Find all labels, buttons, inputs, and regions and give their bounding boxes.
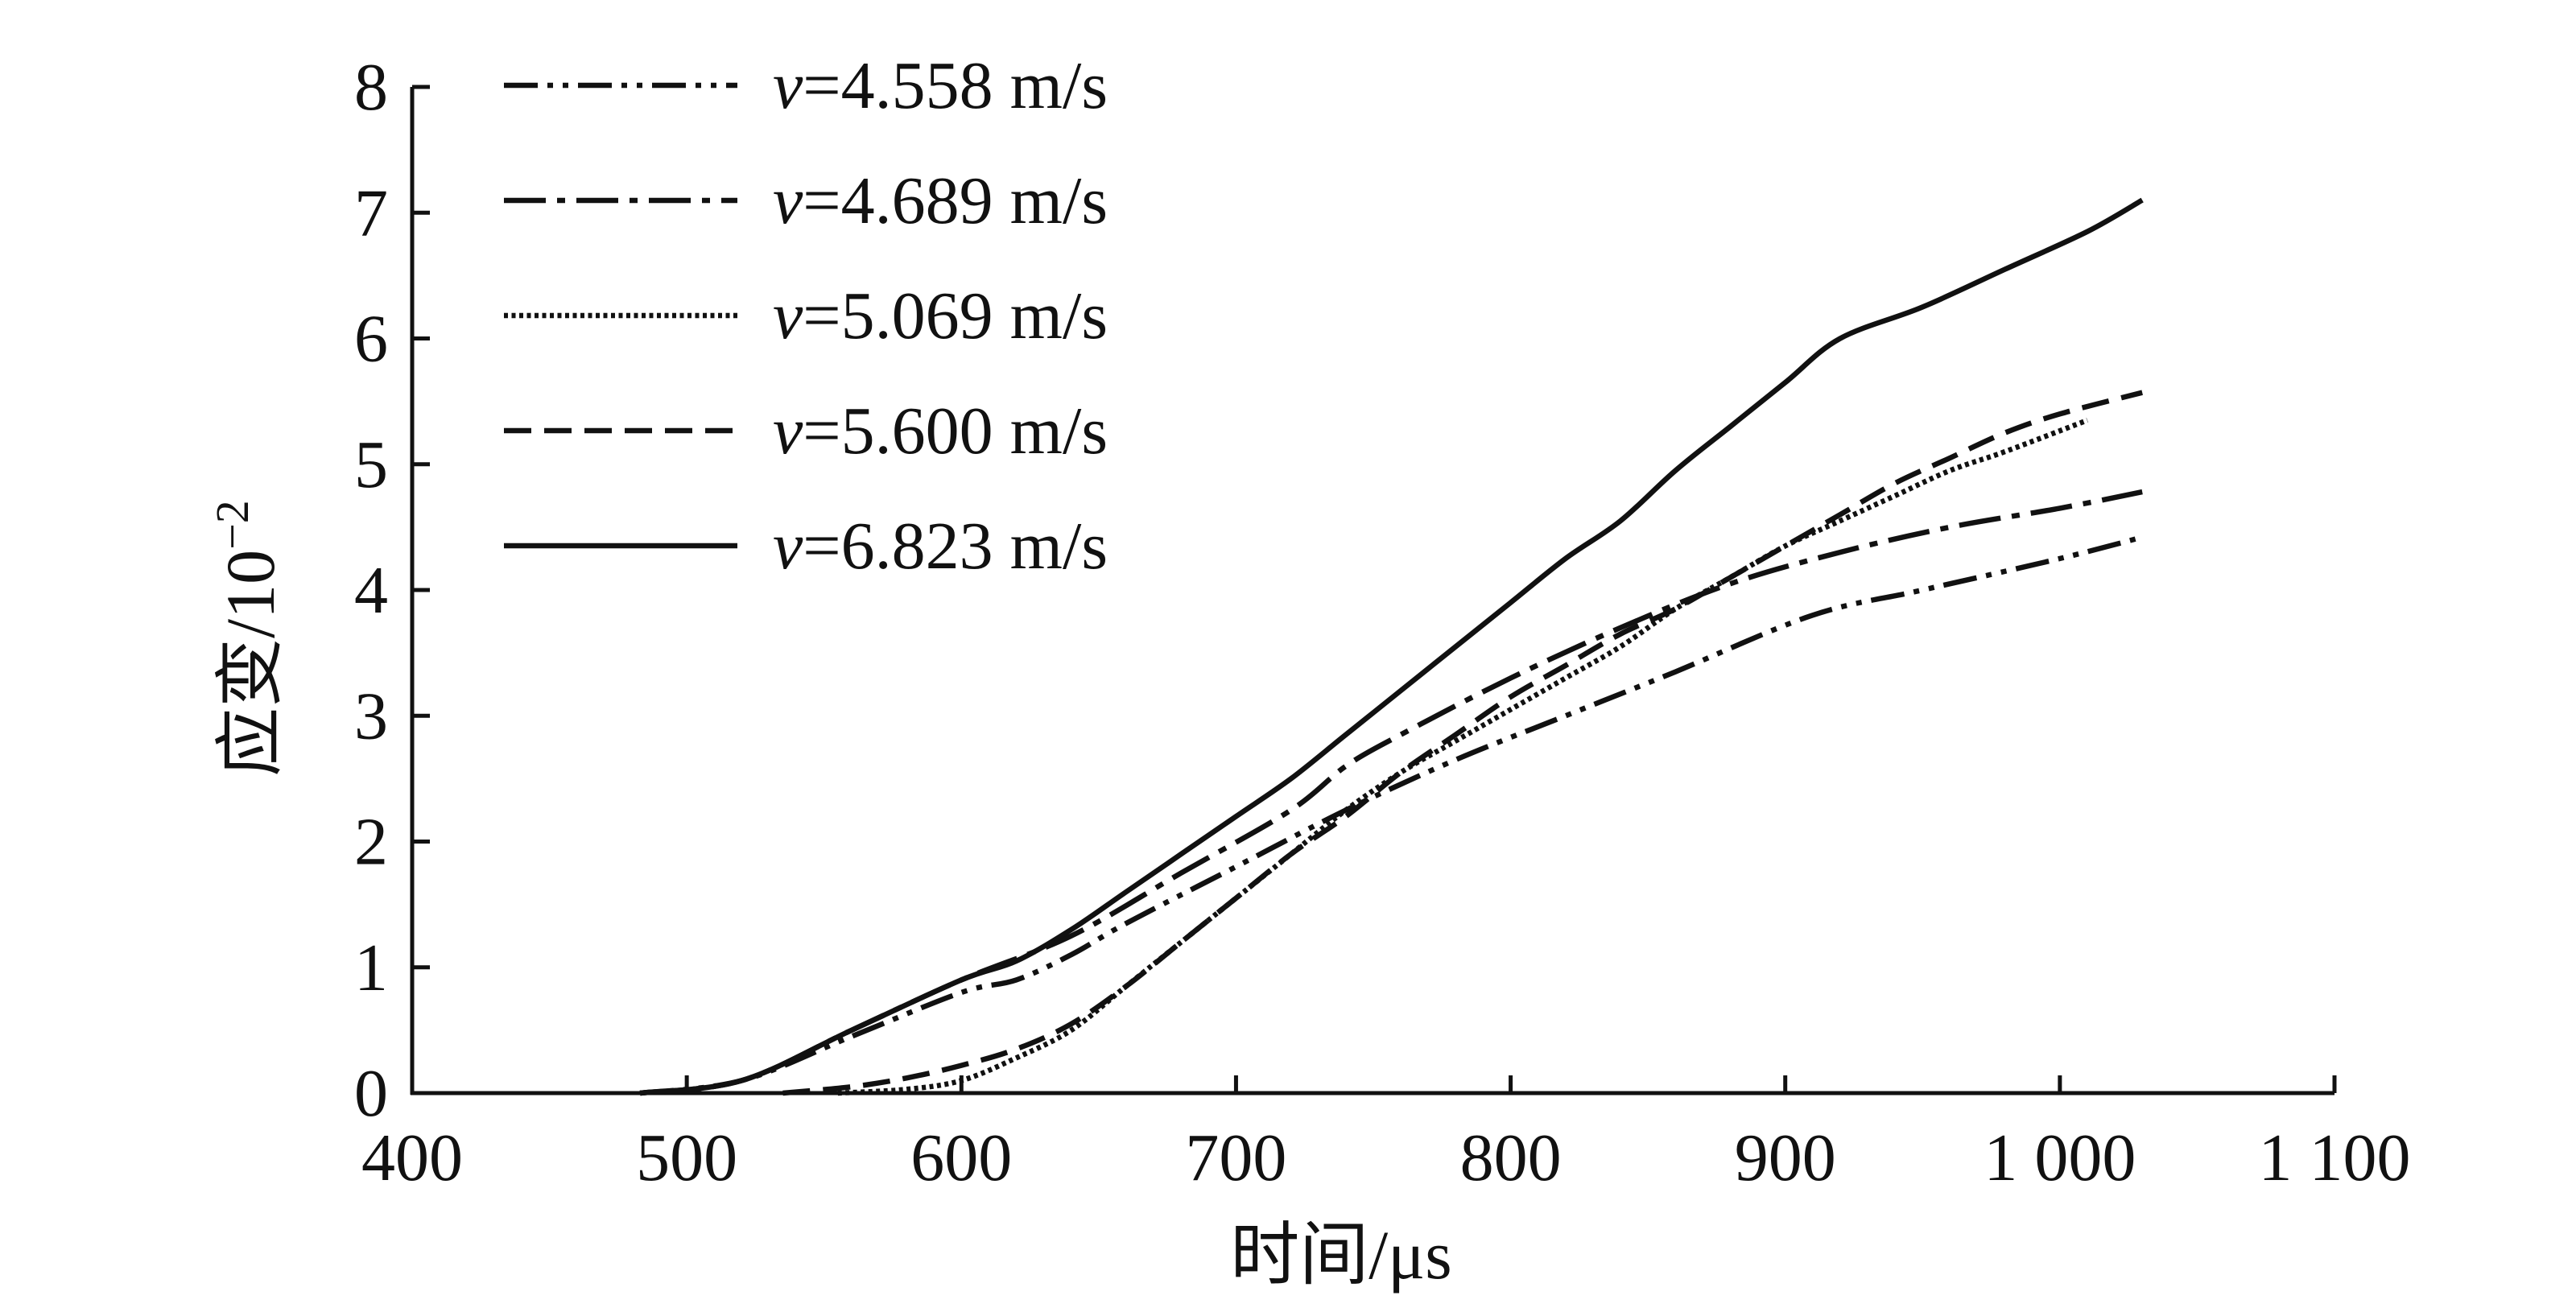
y-tick-label: 8 [354,50,388,125]
x-tick-label: 800 [1460,1120,1562,1195]
legend-variable: v [773,163,803,238]
legend-label-5: v=6.823 m/s [773,509,1108,584]
legend-label-2: v=4.689 m/s [773,163,1108,238]
legend-variable: v [773,48,803,123]
x-tick-label: 700 [1185,1120,1286,1195]
x-ticks: 400 500 600 700 800 900 1 000 1 100 [361,1075,2411,1195]
legend: v=4.558 m/sv=4.689 m/sv=5.069 m/sv=5.600… [504,48,1108,584]
y-tick-label: 6 [354,302,388,377]
axes: 400 500 600 700 800 900 1 000 1 100 0 1 2 3 4 5 6 7 8 [354,50,2411,1195]
y-tick-label: 5 [354,427,388,502]
x-tick-label: 1 100 [2259,1120,2411,1195]
legend-value: =4.558 m/s [803,48,1108,123]
legend-variable: v [773,509,803,584]
legend-label-4: v=5.600 m/s [773,394,1108,468]
legend-value: =6.823 m/s [803,509,1108,584]
legend-value: =5.600 m/s [803,394,1108,468]
legend-value: =4.689 m/s [803,163,1108,238]
x-tick-label: 900 [1735,1120,1836,1195]
y-tick-label: 7 [354,175,388,250]
y-axis-title: 应变/10−2 [206,500,289,777]
x-tick-label: 600 [910,1120,1012,1195]
x-axis-title: 时间/μs [1230,1216,1451,1294]
y-tick-label: 0 [354,1056,388,1131]
series-lines [639,197,2144,1096]
y-ticks: 0 1 2 3 4 5 6 7 8 [354,50,430,1131]
legend-variable: v [773,394,803,468]
y-tick-label: 2 [354,805,388,880]
x-tick-label: 1 000 [1984,1120,2136,1195]
legend-label-1: v=4.558 m/s [773,48,1108,123]
y-tick-label: 4 [354,553,388,628]
y-tick-label: 3 [354,679,388,753]
x-tick-label: 500 [636,1120,737,1195]
legend-label-3: v=5.069 m/s [773,279,1108,353]
series-line-1 [639,534,2144,1096]
legend-variable: v [773,279,803,353]
legend-value: =5.069 m/s [803,279,1108,353]
y-tick-label: 1 [354,930,388,1005]
x-tick-label: 400 [361,1120,463,1195]
series-line-5 [639,197,2144,1096]
series-line-4 [782,390,2144,1096]
y-axis-title-exponent: −2 [206,500,258,550]
y-axis-title-main: 应变/10 [212,550,289,777]
series-line-3 [837,418,2089,1096]
